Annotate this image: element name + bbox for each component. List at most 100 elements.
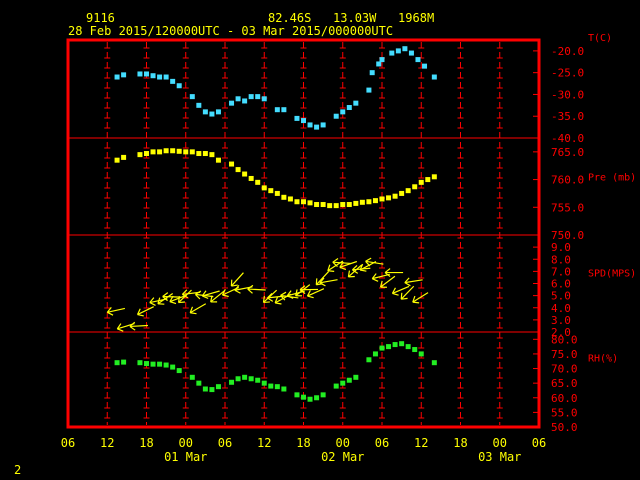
wind-barb-shaft	[267, 295, 286, 299]
wind-barb	[247, 284, 266, 294]
pressure-point	[431, 174, 437, 180]
wind-barb-head	[299, 289, 306, 295]
wind-barb-head	[107, 311, 114, 316]
wind-barb	[365, 257, 384, 267]
pressure-point	[268, 188, 274, 194]
y-tick-label: 75.0	[551, 348, 578, 361]
plot-frame	[66, 38, 541, 429]
wind-barb-head	[287, 295, 294, 299]
wind-barb	[306, 288, 325, 299]
pressure-point	[144, 151, 149, 157]
station-location: 82.46S 13.03W 1968M	[268, 11, 435, 25]
temperature-point	[144, 71, 149, 77]
pressure-point	[242, 171, 248, 177]
wind-barb	[412, 292, 429, 304]
wind-barb-head	[404, 277, 410, 284]
temperature-point	[235, 96, 241, 102]
humidity-point	[366, 357, 372, 363]
wind-barb-shaft	[339, 260, 358, 268]
pressure-point	[294, 199, 300, 205]
wind-barb-head	[157, 303, 165, 305]
y-tick-label: 65.0	[551, 377, 578, 390]
humidity-point	[209, 387, 215, 393]
humidity-point	[114, 360, 120, 366]
humidity-point	[346, 377, 352, 383]
temperature-point	[274, 107, 280, 113]
wind-barb-head	[365, 257, 372, 262]
wind-barb	[299, 285, 319, 295]
wind-barb	[339, 260, 358, 271]
panel-label: T(C)	[588, 33, 612, 44]
wind-barb-head	[327, 270, 335, 272]
wind-barb-head	[201, 290, 207, 297]
temperature-point	[121, 72, 127, 78]
wind-barb-head	[319, 282, 326, 287]
wind-barb-head	[392, 292, 399, 296]
pressure-point	[150, 149, 156, 155]
y-tick-label: 755.0	[551, 201, 584, 214]
wind-barb-head	[169, 295, 174, 302]
wind-barb	[332, 258, 351, 267]
y-tick-label: 3.0	[551, 314, 571, 327]
humidity-point	[215, 384, 221, 390]
wind-barb	[384, 268, 404, 278]
temperature-point	[248, 94, 254, 100]
wind-barb-shaft	[348, 264, 363, 278]
humidity-point	[268, 383, 274, 389]
wind-barb-head	[384, 268, 391, 274]
x-tick-label: 06	[375, 436, 389, 450]
y-tick-label: 9.0	[551, 241, 571, 254]
pressure-point	[202, 151, 208, 157]
wind-barb-shaft	[380, 275, 396, 288]
y-tick-label: -20.0	[551, 45, 584, 58]
wind-barb-head	[401, 297, 408, 300]
temperature-point	[415, 57, 421, 63]
wind-barb-head	[391, 287, 396, 294]
pressure-point	[196, 151, 202, 157]
humidity-point	[340, 380, 346, 386]
wind-barb-head	[274, 296, 279, 304]
pressure-point	[287, 196, 293, 202]
panel-label: SPD(MPS)	[588, 269, 636, 280]
wind-barb-head	[169, 301, 177, 305]
pressure-point	[255, 179, 261, 185]
wind-barb-shaft	[332, 261, 351, 265]
temperature-point	[314, 124, 320, 130]
x-tick-label: 18	[296, 436, 310, 450]
temperature-point	[170, 78, 176, 84]
wind-barb-head	[117, 328, 124, 332]
wind-barb-head	[221, 288, 226, 296]
humidity-point	[314, 395, 320, 401]
humidity-point	[229, 379, 235, 385]
temperature-point	[176, 83, 182, 89]
pressure-point	[281, 194, 287, 200]
temperature-point	[395, 48, 401, 54]
temperature-point	[431, 74, 437, 80]
wind-barb-shaft	[137, 306, 154, 316]
wind-barb-shaft	[372, 273, 390, 280]
pressure-point	[215, 157, 221, 163]
y-tick-label: 80.0	[551, 333, 578, 346]
wind-barb-head	[380, 286, 387, 288]
pressure-point	[114, 157, 120, 163]
wind-barb-head	[319, 277, 325, 284]
pressure-point	[170, 148, 176, 154]
y-tick-label: -30.0	[551, 88, 584, 101]
temperature-point	[281, 107, 287, 113]
temperature-point	[369, 70, 375, 76]
wind-barb-head	[404, 282, 411, 287]
temperature-point	[376, 61, 382, 67]
humidity-point	[333, 383, 339, 389]
humidity-point	[189, 374, 195, 380]
humidity-point	[399, 341, 405, 347]
wind-barb-head	[299, 285, 306, 291]
wind-barb-head	[267, 297, 274, 302]
wind-barb-shaft	[392, 285, 410, 295]
wind-barb-head	[247, 288, 253, 294]
label-layer: 06 12 18 00 06 12 18 00 06 12 18 00 06 01 Mar 02 Mar 03…	[61, 33, 636, 464]
grid-layer	[68, 42, 539, 428]
y-tick-label: 60.0	[551, 392, 578, 405]
station-id: 9116	[86, 11, 115, 25]
temperature-point	[366, 87, 372, 93]
